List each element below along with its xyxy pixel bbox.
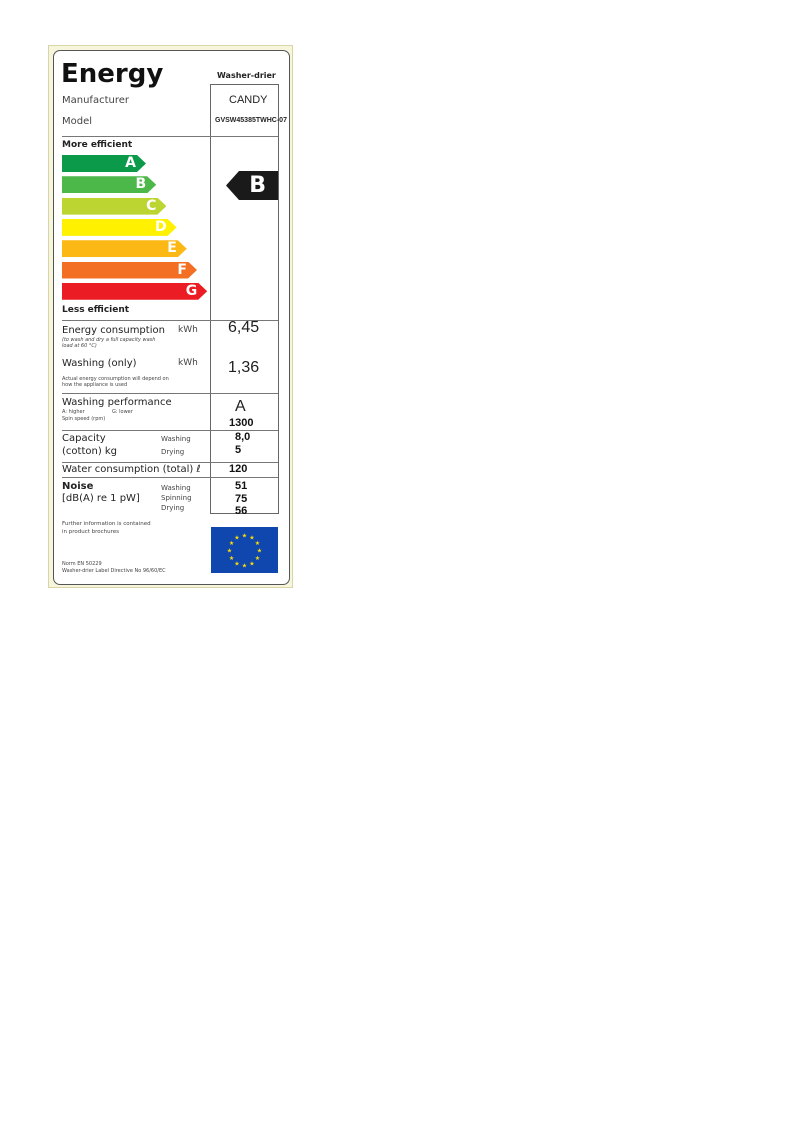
star-icon: ★ [229, 540, 234, 547]
washing-only-label: Washing (only) [62, 358, 137, 369]
star-icon: ★ [229, 555, 234, 562]
water-unit: ℓ [196, 464, 201, 475]
energy-class-bar-a: A [62, 155, 146, 172]
washing-performance-label: Washing performance [62, 397, 172, 408]
energy-note: (to wash and dry a full capacity wash lo… [62, 337, 156, 349]
noise-washing-value: 51 [235, 480, 248, 492]
washing-performance-value: A [235, 398, 246, 415]
divider [62, 462, 278, 463]
less-efficient-label: Less efficient [62, 305, 130, 315]
star-icon: ★ [249, 535, 254, 542]
energy-class-bar-f: F [62, 262, 197, 279]
capacity-unit: (cotton) kg [62, 446, 118, 457]
star-icon: ★ [242, 563, 247, 570]
more-efficient-label: More efficient [62, 140, 133, 150]
star-icon: ★ [255, 555, 260, 562]
further-info: Further information is contained in prod… [62, 521, 151, 535]
appliance-type: Washer-drier [217, 71, 276, 80]
label-title: Energy [61, 59, 164, 89]
star-icon: ★ [234, 560, 239, 567]
washing-only-value: 1,36 [228, 359, 260, 376]
model-value: GVSW45385TWHC-07 [215, 117, 287, 124]
divider [62, 393, 278, 394]
star-icon: ★ [255, 540, 260, 547]
capacity-washing-value: 8,0 [235, 431, 251, 443]
noise-washing-label: Washing [161, 484, 191, 492]
noise-spinning-label: Spinning [161, 494, 192, 502]
directive: Washer-drier Label Directive No 96/60/EC [62, 568, 166, 574]
star-icon: ★ [227, 548, 232, 555]
norm: Norm EN 50229 [62, 561, 102, 567]
manufacturer-value: CANDY [229, 94, 268, 106]
energy-class-bar-e: E [62, 240, 187, 257]
water-label: Water consumption (total) [62, 464, 194, 475]
spin-label: Spin speed (rpm) [62, 416, 106, 422]
star-icon: ★ [242, 533, 247, 540]
divider [62, 430, 278, 431]
star-icon: ★ [257, 548, 262, 555]
washing-only-note: Actual energy consumption will depend on… [62, 376, 169, 388]
noise-spinning-value: 75 [235, 493, 248, 505]
divider [62, 477, 278, 478]
divider [62, 320, 278, 321]
star-icon: ★ [234, 535, 239, 542]
noise-drying-value: 56 [235, 505, 248, 517]
rating-indicator: B [226, 171, 278, 200]
noise-drying-label: Drying [161, 504, 185, 512]
scale-low: G: lower [112, 409, 133, 415]
energy-label [53, 50, 290, 585]
energy-class-bar-d: D [62, 219, 177, 236]
spin-speed-value: 1300 [229, 417, 254, 429]
energy-consumption-label: Energy consumption [62, 325, 165, 336]
energy-consumption-value: 6,45 [228, 319, 260, 336]
energy-class-bar-g: G [62, 283, 207, 300]
washing-only-unit: kWh [178, 358, 198, 368]
energy-unit: kWh [178, 325, 198, 335]
star-icon: ★ [249, 560, 254, 567]
capacity-drying-value: 5 [235, 444, 242, 456]
noise-unit: [dB(A) re 1 pW] [62, 493, 140, 504]
value-column [210, 84, 279, 514]
divider [62, 136, 278, 137]
capacity-drying-label: Drying [161, 448, 185, 456]
model-label: Model [62, 116, 93, 127]
energy-class-bar-c: C [62, 198, 166, 215]
scale-high: A: higher [62, 409, 85, 415]
water-value: 120 [229, 463, 248, 475]
eu-flag-icon: ★ ★★★★★★★★★★★ [211, 527, 278, 573]
energy-class-bar-b: B [62, 176, 156, 193]
capacity-label: Capacity [62, 433, 106, 444]
capacity-washing-label: Washing [161, 435, 191, 443]
manufacturer-label: Manufacturer [62, 95, 129, 106]
noise-label: Noise [62, 481, 94, 492]
